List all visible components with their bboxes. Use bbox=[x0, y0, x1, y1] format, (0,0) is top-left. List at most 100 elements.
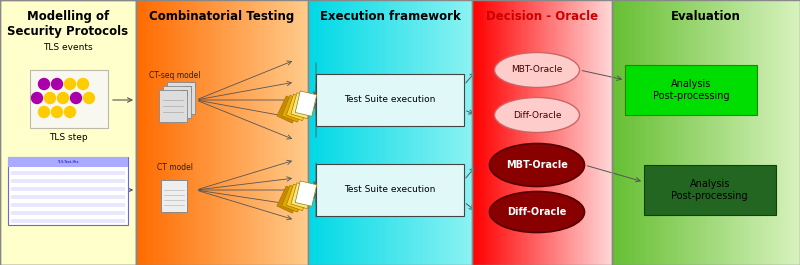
Circle shape bbox=[51, 107, 62, 117]
Bar bbox=[794, 0, 798, 265]
Bar bbox=[398, 0, 402, 265]
Circle shape bbox=[70, 92, 82, 104]
Bar bbox=[784, 0, 788, 265]
Bar bbox=[482, 0, 484, 265]
Circle shape bbox=[78, 78, 89, 90]
Bar bbox=[574, 0, 578, 265]
Bar bbox=[439, 0, 442, 265]
Text: Analysis
Post-processing: Analysis Post-processing bbox=[653, 79, 730, 101]
Bar bbox=[528, 0, 531, 265]
Bar bbox=[248, 0, 251, 265]
Bar bbox=[366, 0, 369, 265]
Bar bbox=[330, 0, 333, 265]
Bar bbox=[145, 0, 148, 265]
Bar bbox=[523, 0, 526, 265]
Bar bbox=[190, 0, 194, 265]
Text: Modelling of
Security Protocols: Modelling of Security Protocols bbox=[7, 10, 129, 38]
Bar bbox=[360, 0, 363, 265]
Bar bbox=[669, 0, 672, 265]
Bar bbox=[546, 0, 550, 265]
Bar bbox=[464, 0, 467, 265]
Bar bbox=[700, 0, 703, 265]
Bar bbox=[674, 0, 678, 265]
Bar bbox=[310, 0, 314, 265]
Bar bbox=[625, 65, 757, 115]
Bar bbox=[404, 0, 407, 265]
Bar bbox=[0, 0, 136, 265]
Bar bbox=[797, 0, 800, 265]
Bar bbox=[687, 0, 691, 265]
Bar bbox=[566, 0, 568, 265]
Bar bbox=[456, 0, 459, 265]
Bar bbox=[11, 187, 125, 191]
Bar bbox=[208, 0, 211, 265]
Bar bbox=[607, 0, 610, 265]
Bar bbox=[288, 0, 291, 265]
Bar bbox=[746, 0, 750, 265]
Text: Combinatorial Testing: Combinatorial Testing bbox=[150, 10, 294, 23]
Bar bbox=[458, 0, 462, 265]
Bar bbox=[512, 0, 514, 265]
FancyBboxPatch shape bbox=[282, 185, 306, 212]
Bar bbox=[210, 0, 214, 265]
Bar bbox=[250, 0, 254, 265]
Bar bbox=[753, 0, 757, 265]
Bar bbox=[615, 0, 618, 265]
Bar bbox=[414, 0, 418, 265]
Bar bbox=[589, 0, 591, 265]
Bar bbox=[376, 0, 379, 265]
Bar bbox=[505, 0, 507, 265]
Bar bbox=[167, 82, 195, 114]
Bar bbox=[179, 0, 182, 265]
Bar bbox=[490, 0, 494, 265]
Bar bbox=[379, 0, 382, 265]
Bar bbox=[154, 0, 157, 265]
Bar bbox=[8, 157, 128, 225]
Bar bbox=[319, 0, 322, 265]
Bar bbox=[262, 0, 266, 265]
Bar bbox=[222, 0, 226, 265]
Bar bbox=[371, 0, 374, 265]
Bar bbox=[170, 0, 174, 265]
Bar bbox=[498, 0, 501, 265]
Bar bbox=[656, 0, 659, 265]
Bar bbox=[316, 74, 464, 126]
Bar bbox=[526, 0, 529, 265]
Bar bbox=[750, 0, 754, 265]
Bar bbox=[712, 0, 716, 265]
Text: Diff-Oracle: Diff-Oracle bbox=[513, 111, 562, 120]
Bar bbox=[254, 0, 257, 265]
Text: Test Suite execution: Test Suite execution bbox=[344, 95, 436, 104]
Bar bbox=[341, 0, 344, 265]
Bar bbox=[551, 0, 554, 265]
Bar bbox=[385, 0, 388, 265]
Bar bbox=[582, 0, 585, 265]
FancyBboxPatch shape bbox=[295, 91, 317, 116]
Bar bbox=[136, 0, 139, 265]
Bar bbox=[426, 0, 429, 265]
Bar bbox=[778, 0, 782, 265]
Bar bbox=[234, 0, 237, 265]
Bar bbox=[572, 0, 575, 265]
Bar bbox=[678, 0, 682, 265]
FancyBboxPatch shape bbox=[295, 181, 317, 206]
Bar bbox=[612, 0, 616, 265]
FancyBboxPatch shape bbox=[286, 94, 310, 121]
Bar bbox=[139, 0, 142, 265]
Bar bbox=[715, 0, 719, 265]
Bar bbox=[294, 0, 297, 265]
Bar bbox=[671, 0, 675, 265]
Bar bbox=[142, 0, 145, 265]
Bar bbox=[167, 0, 171, 265]
Bar bbox=[486, 0, 489, 265]
Bar bbox=[662, 0, 666, 265]
Bar bbox=[230, 0, 234, 265]
Bar bbox=[472, 0, 612, 265]
Bar bbox=[196, 0, 199, 265]
Bar bbox=[174, 0, 177, 265]
Bar bbox=[538, 0, 540, 265]
Bar bbox=[690, 0, 694, 265]
Bar bbox=[346, 0, 350, 265]
Bar bbox=[299, 0, 302, 265]
Bar bbox=[479, 0, 482, 265]
